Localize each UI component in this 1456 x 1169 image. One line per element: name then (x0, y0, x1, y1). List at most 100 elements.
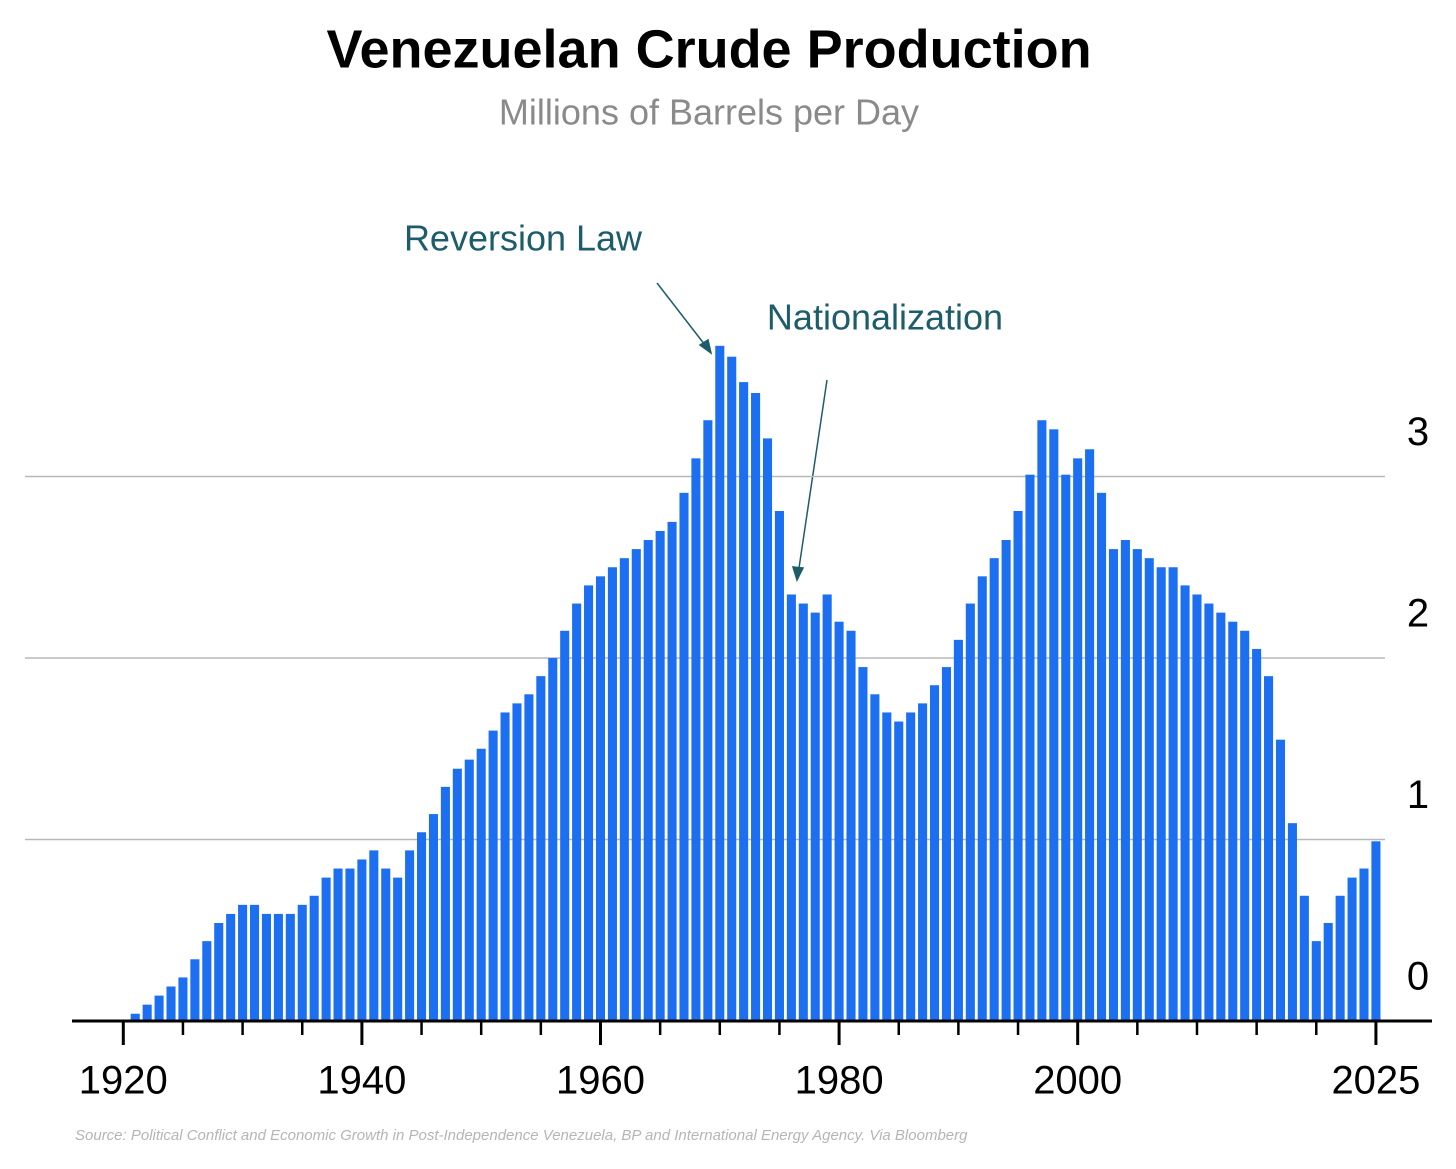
y-tick-label: 0 (1407, 955, 1429, 999)
bar (1287, 823, 1297, 1021)
bar (631, 549, 641, 1021)
bar (369, 850, 379, 1021)
bar (1168, 567, 1178, 1021)
bar (464, 759, 474, 1021)
y-tick-label: 2 (1407, 592, 1429, 636)
bar (727, 356, 737, 1022)
bar (1264, 676, 1274, 1021)
bar (667, 521, 677, 1021)
bar (1180, 585, 1190, 1021)
bar (142, 1004, 152, 1021)
chart-title: Venezuelan Crude Production (326, 19, 1091, 79)
bar (846, 630, 856, 1021)
bar (786, 594, 796, 1021)
annotation: Nationalization (767, 297, 1003, 338)
bar (858, 667, 868, 1021)
bar (1240, 630, 1250, 1021)
bar (989, 558, 999, 1021)
annotation: Reversion Law (404, 218, 643, 259)
bar (739, 382, 749, 1021)
y-tick-label: 3 (1407, 410, 1429, 454)
bar (1323, 922, 1333, 1021)
y-tick-label: 1 (1407, 773, 1429, 817)
arrow (656, 282, 706, 346)
bar (154, 995, 164, 1021)
x-tick-label: 2000 (1033, 1059, 1122, 1103)
x-tick-label: 1940 (317, 1059, 406, 1103)
bar (500, 712, 510, 1021)
bar (584, 585, 594, 1021)
bar (536, 676, 546, 1021)
bar (476, 748, 486, 1021)
bar (953, 639, 963, 1021)
bar (381, 868, 391, 1021)
bar (798, 603, 808, 1021)
bar (1156, 567, 1166, 1021)
bar (1311, 941, 1321, 1021)
bar (560, 630, 570, 1021)
bar (607, 567, 617, 1021)
bar (715, 345, 725, 1021)
bar (965, 603, 975, 1021)
bar (309, 895, 319, 1021)
bar (1037, 420, 1047, 1021)
bar (691, 458, 701, 1022)
annotation-arrows (656, 282, 828, 583)
bar (202, 941, 212, 1021)
bar (882, 712, 892, 1021)
bar (285, 913, 295, 1021)
bar (405, 850, 415, 1021)
bar (333, 868, 343, 1021)
bar (1204, 603, 1214, 1021)
bar (1108, 549, 1119, 1021)
arrow (798, 379, 828, 569)
bar (894, 721, 904, 1021)
bar (655, 530, 665, 1021)
bar (214, 922, 224, 1021)
bar (1192, 594, 1202, 1021)
bar (762, 438, 773, 1021)
bar (1049, 429, 1059, 1021)
bar (1371, 841, 1381, 1021)
bar (572, 603, 582, 1021)
bar (1132, 549, 1142, 1021)
bar (130, 1013, 140, 1021)
bar (1359, 868, 1369, 1021)
bar (166, 986, 176, 1021)
bar (1097, 492, 1107, 1022)
bar (906, 712, 916, 1021)
bar (417, 832, 427, 1021)
bar (1120, 540, 1130, 1021)
bar (679, 492, 689, 1022)
bar (774, 510, 784, 1021)
bar (1144, 558, 1154, 1021)
bar (440, 786, 450, 1021)
bar (1025, 474, 1035, 1021)
x-tick-label: 1980 (795, 1059, 884, 1103)
bar (1335, 895, 1345, 1021)
bar (321, 877, 331, 1021)
bar (941, 667, 951, 1021)
bar (1085, 449, 1095, 1021)
bar (1228, 621, 1238, 1021)
x-tick-label: 1920 (79, 1059, 168, 1103)
bar (357, 859, 367, 1021)
bar (393, 877, 403, 1021)
bar (1013, 510, 1023, 1021)
chart-subtitle: Millions of Barrels per Day (499, 92, 919, 133)
bar (977, 576, 987, 1021)
bar (751, 393, 761, 1021)
bar (190, 959, 200, 1021)
bar (822, 594, 832, 1021)
x-tick-label: 1960 (556, 1059, 645, 1103)
bar (488, 730, 498, 1021)
arrowhead (791, 566, 805, 583)
bar (1001, 540, 1011, 1021)
bar (870, 694, 880, 1021)
bar (929, 685, 940, 1021)
source-note: Source: Political Conflict and Economic … (75, 1127, 968, 1144)
bar (452, 768, 462, 1021)
bar (595, 576, 606, 1021)
